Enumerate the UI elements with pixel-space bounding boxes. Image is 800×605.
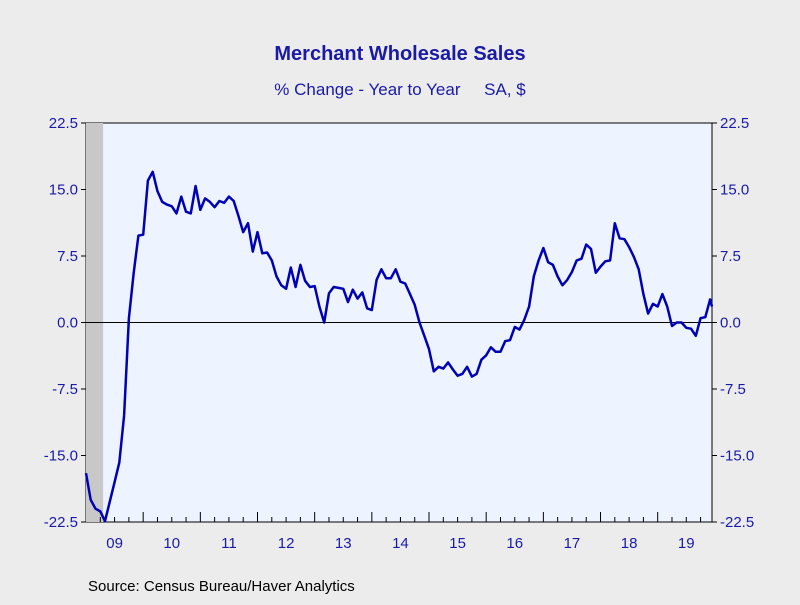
- y-tick-label-left: 22.5: [49, 115, 78, 132]
- y-tick-label-right: -7.5: [720, 381, 746, 398]
- x-tick-label: 09: [106, 535, 123, 552]
- y-tick-label-right: -15.0: [720, 448, 754, 465]
- y-axis-right: 22.5 15.0 7.5 0.0 -7.5 -15.0 -22.5: [712, 115, 754, 531]
- y-tick-label-right: 22.5: [720, 115, 749, 132]
- y-tick-label-right: 7.5: [720, 248, 741, 265]
- x-tick-label: 16: [506, 535, 523, 552]
- y-tick-label-left: -22.5: [44, 514, 78, 531]
- y-tick-label-left: 7.5: [57, 248, 78, 265]
- y-tick-label-right: 15.0: [720, 182, 749, 199]
- y-tick-label-left: 15.0: [49, 182, 78, 199]
- y-tick-label-right: 0.0: [720, 315, 741, 332]
- chart-title: Merchant Wholesale Sales: [274, 43, 525, 65]
- x-tick-label: 19: [678, 535, 695, 552]
- x-tick-label: 14: [392, 535, 409, 552]
- y-tick-label-left: 0.0: [57, 315, 78, 332]
- y-axis-left: 22.5 15.0 7.5 0.0 -7.5 -15.0 -22.5: [44, 115, 86, 531]
- x-tick-label: 11: [221, 535, 237, 552]
- x-tick-label: 18: [621, 535, 638, 552]
- series-line: [84, 170, 714, 523]
- series-layer: [84, 170, 714, 523]
- chart-source: Source: Census Bureau/Haver Analytics: [88, 578, 355, 595]
- chart-subtitle: % Change - Year to Year SA, $: [274, 80, 526, 99]
- x-tick-label: 13: [335, 535, 352, 552]
- x-tick-label: 12: [278, 535, 295, 552]
- y-tick-label-left: -15.0: [44, 448, 78, 465]
- y-tick-label-right: -22.5: [720, 514, 754, 531]
- x-tick-label: 10: [163, 535, 180, 552]
- y-tick-label-left: -7.5: [52, 381, 78, 398]
- x-tick-label: 17: [564, 535, 581, 552]
- x-axis: 09 10 11 12 13 14 15 16 17 18 19: [99, 512, 702, 552]
- x-tick-label: 15: [449, 535, 466, 552]
